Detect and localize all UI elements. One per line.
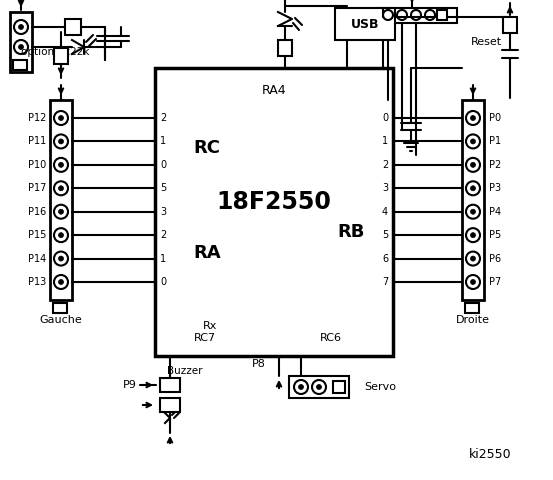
Text: P9: P9 [123,380,137,390]
Bar [289,376,349,398]
Text: 5: 5 [382,230,388,240]
Bar [13,60,27,70]
Text: Buzzer: Buzzer [167,366,203,376]
Circle shape [18,45,23,49]
Text: ki2550: ki2550 [469,448,512,461]
Circle shape [471,162,476,168]
Text: 5: 5 [160,183,166,193]
Circle shape [59,256,64,261]
Text: 1: 1 [160,253,166,264]
Bar [462,100,484,300]
Text: 1: 1 [382,136,388,146]
Circle shape [471,116,476,120]
Text: P11: P11 [28,136,46,146]
Text: P17: P17 [28,183,46,193]
Text: P14: P14 [28,253,46,264]
Text: RC7: RC7 [194,333,216,343]
Text: 0: 0 [382,113,388,123]
Text: RB: RB [337,223,364,241]
Text: USB: USB [351,17,379,31]
Circle shape [59,186,64,191]
Text: P12: P12 [28,113,46,123]
Circle shape [59,162,64,168]
Bar [50,100,72,300]
Circle shape [471,279,476,285]
Bar [278,40,292,56]
Text: Servo: Servo [364,382,396,392]
Text: 6: 6 [382,253,388,264]
Text: 2: 2 [382,160,388,170]
Circle shape [471,256,476,261]
Bar [160,398,180,412]
Text: P0: P0 [489,113,501,123]
Bar [160,378,180,392]
Text: 2: 2 [160,113,166,123]
Text: P5: P5 [489,230,501,240]
Circle shape [59,209,64,214]
Text: P2: P2 [489,160,501,170]
Text: P15: P15 [28,230,46,240]
Bar [10,12,32,72]
Bar [333,381,345,393]
Circle shape [471,186,476,191]
Text: 18F2550: 18F2550 [217,190,331,214]
Text: Rx: Rx [203,321,217,331]
Bar [155,68,393,356]
Text: Droite: Droite [456,315,490,325]
Bar [54,48,68,64]
Text: P13: P13 [28,277,46,287]
Bar [335,8,395,40]
Text: 7: 7 [382,277,388,287]
Bar [465,303,479,313]
Text: RC6: RC6 [320,333,342,343]
Text: option 8x22k: option 8x22k [21,47,89,57]
Circle shape [471,233,476,238]
Circle shape [18,24,23,29]
Text: P3: P3 [489,183,501,193]
Bar [503,17,517,33]
Circle shape [59,116,64,120]
Text: 0: 0 [160,277,166,287]
Circle shape [471,139,476,144]
Text: Reset: Reset [471,37,502,47]
Bar [377,8,457,23]
Circle shape [471,209,476,214]
Text: 3: 3 [382,183,388,193]
Circle shape [299,384,304,389]
Text: 0: 0 [160,160,166,170]
Text: 1: 1 [160,136,166,146]
Circle shape [59,139,64,144]
Circle shape [316,384,321,389]
Text: P6: P6 [489,253,501,264]
Text: P4: P4 [489,207,501,216]
Circle shape [59,233,64,238]
Text: P10: P10 [28,160,46,170]
Text: P1: P1 [489,136,501,146]
Text: 4: 4 [382,207,388,216]
Text: 2: 2 [160,230,166,240]
Text: RA4: RA4 [262,84,286,96]
Bar [53,303,67,313]
Text: RA: RA [193,244,221,262]
Text: P7: P7 [489,277,501,287]
Circle shape [59,279,64,285]
Text: P16: P16 [28,207,46,216]
Bar [437,10,447,20]
Text: Gauche: Gauche [40,315,82,325]
Text: 3: 3 [160,207,166,216]
Text: RC: RC [194,139,221,157]
Text: P8: P8 [252,359,266,369]
Bar [65,19,81,35]
